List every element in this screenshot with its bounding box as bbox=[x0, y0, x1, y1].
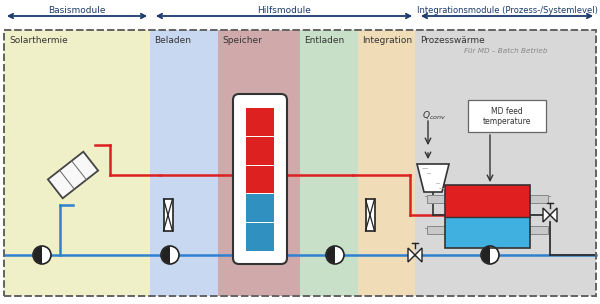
Bar bbox=[4, 30, 150, 296]
Text: Speicher: Speicher bbox=[222, 36, 262, 45]
Bar bbox=[530, 195, 548, 203]
Bar bbox=[468, 100, 546, 132]
Text: Prozesswärme: Prozesswärme bbox=[420, 36, 485, 45]
Bar bbox=[246, 194, 274, 222]
Text: Basismodule: Basismodule bbox=[48, 6, 106, 15]
Wedge shape bbox=[482, 247, 490, 264]
Text: $Q_{conv}$: $Q_{conv}$ bbox=[422, 110, 446, 123]
Bar bbox=[218, 30, 300, 296]
Bar bbox=[445, 216, 530, 248]
FancyBboxPatch shape bbox=[233, 94, 287, 264]
Polygon shape bbox=[408, 248, 415, 262]
Bar bbox=[163, 199, 173, 231]
Polygon shape bbox=[550, 208, 557, 222]
Bar bbox=[4, 30, 596, 296]
Bar bbox=[246, 108, 274, 136]
Text: Für MD – Batch Betrieb: Für MD – Batch Betrieb bbox=[464, 48, 547, 54]
Bar bbox=[530, 226, 548, 234]
Polygon shape bbox=[48, 152, 98, 198]
Bar bbox=[300, 30, 358, 296]
Circle shape bbox=[33, 246, 51, 264]
Bar bbox=[150, 30, 218, 296]
Text: Solarthermie: Solarthermie bbox=[9, 36, 68, 45]
Bar bbox=[246, 137, 274, 164]
Bar bbox=[415, 30, 596, 296]
Polygon shape bbox=[415, 248, 422, 262]
Bar bbox=[358, 30, 415, 296]
Bar bbox=[427, 195, 445, 203]
Bar bbox=[246, 223, 274, 251]
Bar bbox=[4, 30, 596, 296]
Text: Beladen: Beladen bbox=[154, 36, 191, 45]
Wedge shape bbox=[326, 247, 335, 264]
Bar bbox=[445, 185, 530, 248]
Wedge shape bbox=[161, 247, 170, 264]
Circle shape bbox=[326, 246, 344, 264]
Bar bbox=[427, 226, 445, 234]
Circle shape bbox=[481, 246, 499, 264]
Polygon shape bbox=[543, 208, 550, 222]
Text: temperature: temperature bbox=[483, 118, 531, 126]
Bar bbox=[445, 185, 530, 216]
Text: Integration: Integration bbox=[362, 36, 412, 45]
Bar bbox=[365, 199, 374, 231]
Wedge shape bbox=[34, 247, 42, 264]
Bar bbox=[246, 166, 274, 193]
Polygon shape bbox=[417, 164, 449, 192]
Circle shape bbox=[161, 246, 179, 264]
Text: Integrationsmodule (Prozess-/Systemlevel): Integrationsmodule (Prozess-/Systemlevel… bbox=[416, 6, 598, 15]
Text: Entladen: Entladen bbox=[304, 36, 344, 45]
Text: Hilfsmodule: Hilfsmodule bbox=[257, 6, 311, 15]
Text: MD feed: MD feed bbox=[491, 108, 523, 116]
